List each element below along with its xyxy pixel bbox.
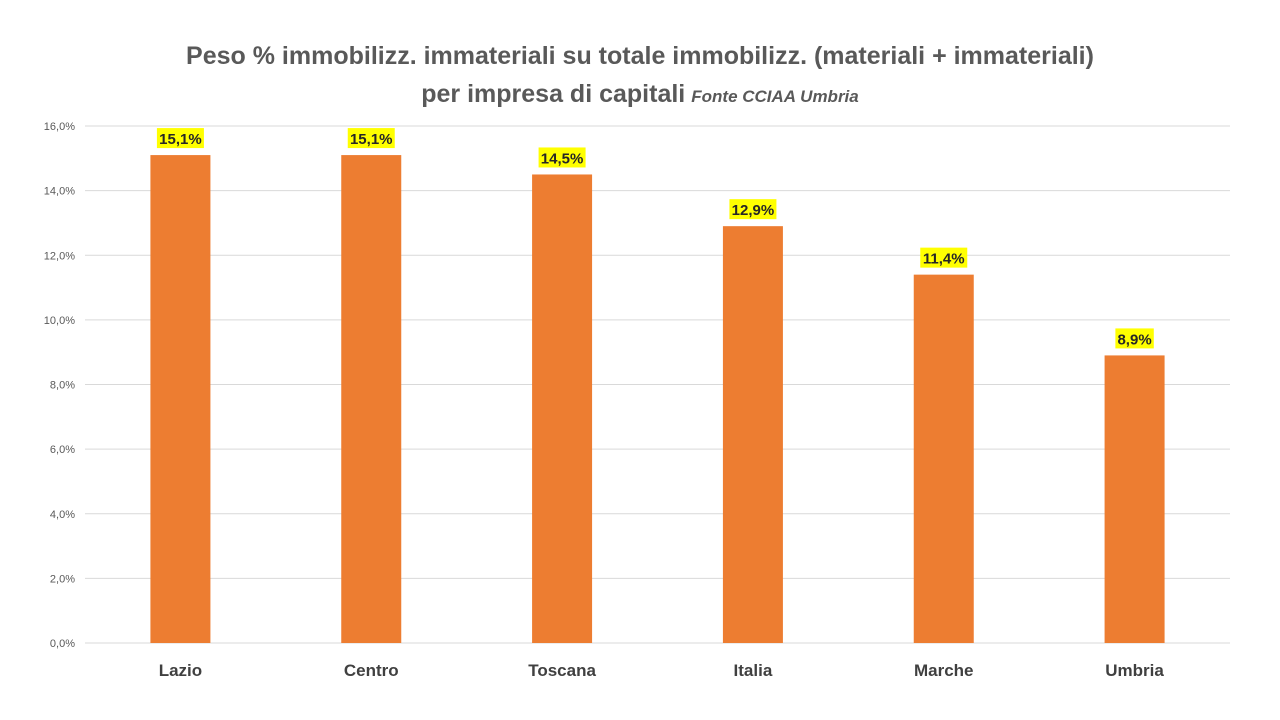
chart-subtitle-text: per impresa di capitali — [421, 80, 686, 108]
y-tick-label: 2,0% — [50, 573, 75, 585]
data-label: 15,1% — [159, 131, 202, 148]
bar — [722, 226, 783, 643]
data-label: 14,5% — [541, 150, 584, 167]
chart-source-note: Fonte CCIAA Umbria — [691, 87, 859, 106]
bar — [1104, 355, 1165, 643]
data-labels: 15,1% 15,1% 14,5% 12,9% 11,4% 8,9% — [156, 128, 1154, 349]
data-label-highlight — [347, 128, 395, 149]
data-label: 11,4% — [923, 251, 965, 268]
data-label-highlight — [729, 199, 777, 220]
data-label-highlight — [920, 247, 968, 268]
y-tick-label: 12,0% — [44, 250, 75, 262]
y-axis-tick-labels: 0,0% 2,0% 4,0% 6,0% 8,0% 10,0% 12,0% 14,0% 16,0% — [44, 121, 75, 650]
x-category-label: Centro — [344, 661, 399, 680]
data-label-highlight — [156, 128, 204, 149]
data-label-highlight — [538, 147, 586, 168]
bar — [341, 155, 402, 644]
y-tick-label: 6,0% — [50, 444, 75, 456]
x-category-label: Toscana — [528, 661, 596, 680]
y-tick-label: 14,0% — [44, 186, 75, 198]
bar — [150, 155, 211, 644]
x-category-label: Italia — [734, 661, 773, 680]
chart-title: Peso % immobilizz. immateriali su totale… — [186, 42, 1094, 70]
data-label: 8,9% — [1117, 331, 1151, 348]
y-tick-label: 8,0% — [50, 380, 75, 392]
x-category-label: Marche — [914, 661, 974, 680]
data-label: 12,9% — [732, 202, 775, 219]
x-category-label: Lazio — [159, 661, 202, 680]
data-label: 15,1% — [350, 131, 393, 148]
x-category-label: Umbria — [1105, 661, 1164, 680]
chart-subtitle: per impresa di capitali Fonte CCIAA Umbri… — [0, 78, 1280, 113]
y-tick-label: 10,0% — [44, 315, 75, 327]
bars — [150, 155, 1165, 644]
data-label-highlight — [1115, 328, 1154, 349]
x-axis-category-labels: Lazio Centro Toscana Italia Marche Umbria — [159, 661, 1165, 680]
y-tick-label: 0,0% — [50, 638, 75, 650]
bar — [532, 174, 593, 643]
y-tick-label: 16,0% — [44, 121, 75, 133]
gridlines — [85, 125, 1230, 644]
y-tick-label: 4,0% — [50, 509, 75, 521]
bar — [913, 274, 974, 643]
